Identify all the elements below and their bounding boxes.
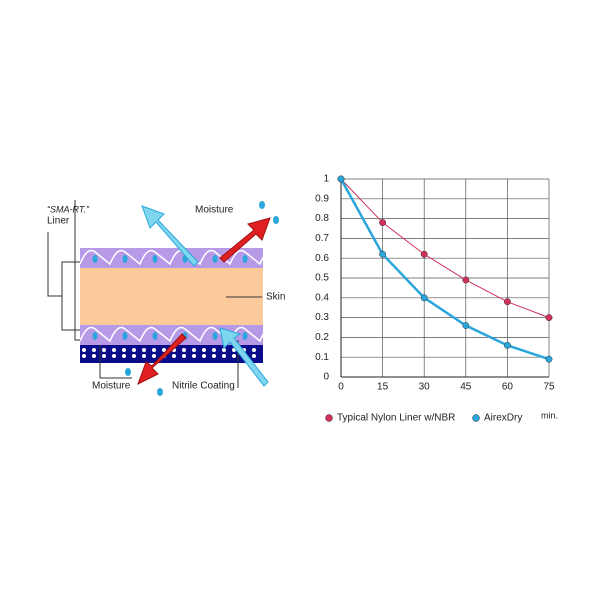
data-point (420, 250, 428, 258)
y-tick-label: 0.5 (315, 273, 329, 284)
x-tick-label: 45 (460, 382, 472, 393)
dot (152, 348, 156, 352)
dot (182, 354, 186, 358)
drop (125, 368, 131, 376)
drop (157, 388, 163, 396)
dot (112, 354, 116, 358)
series-line (340, 178, 550, 319)
data-point (337, 175, 345, 183)
y-tick-label: 0.3 (315, 312, 329, 323)
drop (212, 332, 218, 340)
drop (242, 255, 248, 263)
dot (142, 354, 146, 358)
data-point (503, 298, 511, 306)
drop (122, 255, 128, 263)
data-point (462, 276, 470, 284)
dot (232, 354, 236, 358)
dot (132, 354, 136, 358)
x-tick-label: 30 (419, 382, 431, 393)
x-tick-label: 0 (338, 382, 344, 393)
y-tick-label: 0 (323, 372, 329, 383)
moisture-label: Moisture (92, 381, 131, 392)
dot (192, 348, 196, 352)
nitrile-label: Nitrile Coating (172, 381, 235, 392)
data-point (545, 355, 553, 363)
skin-label: Skin (266, 292, 285, 303)
moisture-arrow (219, 327, 269, 387)
moisture-arrow (219, 217, 271, 263)
x-tick-label: 60 (502, 382, 514, 393)
drop (122, 332, 128, 340)
dot (112, 348, 116, 352)
drop (259, 201, 265, 209)
diagram: “SMA-RT.” Liner Moisture Skin Moisture N… (47, 200, 291, 396)
series-line (339, 178, 550, 361)
x-tick-label: 15 (377, 382, 389, 393)
chart: 0 0.1 0.2 0.3 0.4 0.5 0.6 0.7 0.8 0.9 1 0 15 30 45 60 75… (315, 174, 558, 424)
dot (212, 354, 216, 358)
drop (212, 255, 218, 263)
data-point (379, 219, 387, 227)
dot (122, 348, 126, 352)
liner-label: Liner (47, 216, 70, 227)
y-tick-label: 0.7 (315, 233, 329, 244)
dot (172, 354, 176, 358)
dot (132, 348, 136, 352)
data-point (379, 250, 387, 258)
drop (92, 255, 98, 263)
moisture-label: Moisture (195, 205, 234, 216)
moisture-arrow (141, 205, 199, 267)
y-tick-label: 0.1 (315, 352, 329, 363)
dot (222, 354, 226, 358)
moisture-arrow (137, 333, 187, 386)
dot (202, 354, 206, 358)
legend-label: Typical Nylon Liner w/NBR (337, 413, 455, 424)
dot (122, 354, 126, 358)
dot (82, 348, 86, 352)
drop (92, 332, 98, 340)
dot (152, 354, 156, 358)
y-tick-label: 0.9 (315, 193, 329, 204)
data-point (462, 322, 470, 329)
data-point (420, 294, 428, 302)
data-point (503, 341, 511, 349)
drop (152, 332, 158, 340)
legend-marker (472, 414, 480, 422)
dot (202, 348, 206, 352)
x-tick-label: 75 (543, 382, 555, 393)
dot (212, 348, 216, 352)
y-tick-label: 0.4 (315, 292, 329, 303)
y-tick-label: 0.6 (315, 253, 329, 264)
drop (273, 216, 279, 224)
dot (102, 348, 106, 352)
data-point (545, 314, 553, 322)
dot (142, 348, 146, 352)
x-axis-label: min. (541, 410, 558, 420)
y-tick-label: 0.8 (315, 213, 329, 224)
legend-label: AirexDry (484, 413, 522, 424)
y-tick-label: 0.2 (315, 332, 329, 343)
dot (252, 354, 256, 358)
dot (92, 354, 96, 358)
dot (192, 354, 196, 358)
legend-marker (325, 414, 333, 422)
dot (252, 348, 256, 352)
dot (222, 348, 226, 352)
dot (162, 348, 166, 352)
wave (79, 326, 291, 343)
bracket (47, 200, 80, 341)
dot (92, 348, 96, 352)
y-tick-label: 1 (323, 174, 329, 185)
liner-brand: “SMA-RT.” (47, 204, 90, 214)
dot (182, 348, 186, 352)
dot (82, 354, 86, 358)
dot (102, 354, 106, 358)
drop (152, 255, 158, 263)
drop (242, 332, 248, 340)
